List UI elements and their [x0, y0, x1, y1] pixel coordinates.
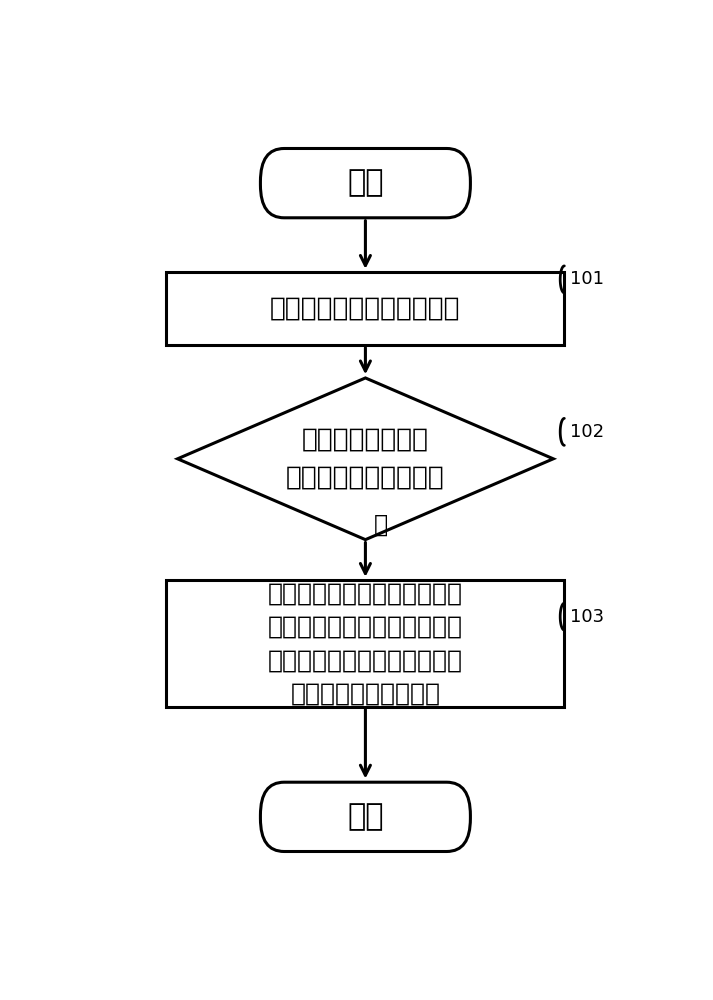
Text: 101: 101: [570, 270, 604, 288]
Text: 是: 是: [374, 512, 388, 536]
Text: 判断当前视频帧的
场景亮度是否低于阈值: 判断当前视频帧的 场景亮度是否低于阈值: [286, 427, 445, 491]
Text: 结束: 结束: [347, 802, 384, 831]
Text: 102: 102: [570, 423, 604, 441]
Text: 分析当前视频帧的场景模式: 分析当前视频帧的场景模式: [270, 296, 461, 322]
Text: 103: 103: [570, 608, 604, 626]
Text: 开始: 开始: [347, 169, 384, 198]
Polygon shape: [178, 378, 553, 540]
FancyBboxPatch shape: [260, 782, 471, 852]
Bar: [166, 580, 565, 707]
FancyBboxPatch shape: [260, 148, 471, 218]
Bar: [166, 272, 565, 345]
Text: 移动滤光片组，使第一滤光片
和第二滤光片各覆盖整个场景
的一部分区域，且第一滤光片
覆盖交通灯所在的区域: 移动滤光片组，使第一滤光片 和第二滤光片各覆盖整个场景 的一部分区域，且第一滤光…: [268, 581, 463, 706]
